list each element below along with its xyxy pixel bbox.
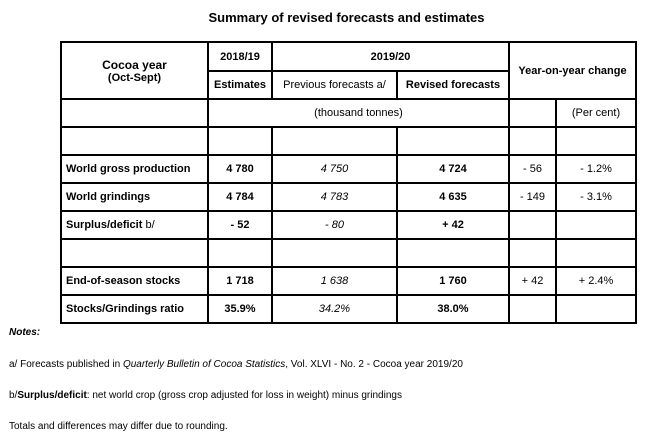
revised-forecast-value: 1 760 <box>396 266 510 296</box>
previous-forecast-value: 4 783 <box>271 182 398 212</box>
previous-forecast-value: 34.2% <box>271 294 398 324</box>
spacer-cell <box>207 126 273 156</box>
unit-tonnes-label: (thousand tonnes) <box>207 98 510 128</box>
previous-forecast-value: 1 638 <box>271 266 398 296</box>
previous-forecast-value: 4 750 <box>271 154 398 184</box>
year-1819-header: 2018/19 <box>207 41 273 72</box>
unit-percent-label: (Per cent) <box>555 98 637 128</box>
estimates-header: Estimates <box>207 70 273 100</box>
estimate-value: 4 784 <box>207 182 273 212</box>
table-row: Surplus/deficit b/ - 52 - 80 + 42 <box>60 210 637 240</box>
yoy-change-value: - 149 <box>508 182 557 212</box>
estimate-value: 4 780 <box>207 154 273 184</box>
spacer-cell <box>555 238 637 268</box>
estimate-value: - 52 <box>207 210 273 240</box>
spacer-cell <box>271 238 398 268</box>
unit-row-empty-2 <box>508 98 557 128</box>
table-title: Summary of revised forecasts and estimat… <box>208 10 485 25</box>
spacer-cell <box>555 126 637 156</box>
cocoa-year-label: Cocoa year <box>102 57 167 72</box>
previous-forecast-value: - 80 <box>271 210 398 240</box>
row-label: End-of-season stocks <box>60 266 209 296</box>
note-totals: Totals and differences may differ due to… <box>9 421 228 432</box>
spacer-cell <box>207 238 273 268</box>
note-a: a/ Forecasts published in Quarterly Bull… <box>9 359 463 370</box>
row-label-cell: Surplus/deficit b/ <box>60 210 209 240</box>
revised-forecast-value: 38.0% <box>396 294 510 324</box>
yoy-percent-value: - 1.2% <box>555 154 637 184</box>
row-label: World gross production <box>60 154 209 184</box>
spacer-cell <box>396 238 510 268</box>
spacer-cell <box>508 126 557 156</box>
yoy-percent-value: - 3.1% <box>555 182 637 212</box>
spacer-cell <box>60 238 209 268</box>
unit-row-empty <box>60 98 209 128</box>
cocoa-year-header: Cocoa year (Oct-Sept) <box>60 41 209 100</box>
yoy-change-value: - 56 <box>508 154 557 184</box>
note-a-publication: Quarterly Bulletin of Cocoa Statistics <box>122 359 286 370</box>
yoy-change-value <box>508 294 557 324</box>
row-label: Stocks/Grindings ratio <box>60 294 209 324</box>
note-a-suffix: , Vol. XLVI - No. 2 - Cocoa year 2019/20 <box>285 359 463 370</box>
revised-forecast-value: + 42 <box>396 210 510 240</box>
note-a-prefix: a/ Forecasts published in <box>9 359 123 370</box>
spacer-cell <box>508 238 557 268</box>
table-row: End-of-season stocks 1 718 1 638 1 760 +… <box>60 266 637 296</box>
yoy-percent-value <box>555 294 637 324</box>
yoy-header: Year-on-year change <box>508 41 637 100</box>
row-label-footnote: b/ <box>142 219 155 231</box>
spacer-cell <box>396 126 510 156</box>
summary-table: Cocoa year (Oct-Sept) 2018/19 2019/20 Ye… <box>60 41 637 324</box>
previous-forecasts-header: Previous forecasts a/ <box>271 70 398 100</box>
table-row: Stocks/Grindings ratio 35.9% 34.2% 38.0% <box>60 294 637 324</box>
spacer-cell <box>60 126 209 156</box>
row-label: World grindings <box>60 182 209 212</box>
oct-sept-label: (Oct-Sept) <box>107 71 162 84</box>
yoy-percent-value <box>555 210 637 240</box>
estimate-value: 1 718 <box>207 266 273 296</box>
table-row: World grindings 4 784 4 783 4 635 - 149 … <box>60 182 637 212</box>
row-label: Surplus/deficit <box>66 219 143 231</box>
year-1920-header: 2019/20 <box>271 41 510 72</box>
table-row: World gross production 4 780 4 750 4 724… <box>60 154 637 184</box>
note-b-prefix: b/ <box>9 390 18 401</box>
yoy-change-value <box>508 210 557 240</box>
note-b-term: Surplus/deficit <box>17 390 87 401</box>
note-b: b/Surplus/deficit: net world crop (gross… <box>9 390 402 401</box>
yoy-change-value: + 42 <box>508 266 557 296</box>
revised-forecast-value: 4 724 <box>396 154 510 184</box>
spacer-cell <box>271 126 398 156</box>
yoy-percent-value: + 2.4% <box>555 266 637 296</box>
notes-heading: Notes: <box>9 327 41 338</box>
estimate-value: 35.9% <box>207 294 273 324</box>
revised-forecast-value: 4 635 <box>396 182 510 212</box>
revised-forecasts-header: Revised forecasts <box>396 70 510 100</box>
note-b-suffix: : net world crop (gross crop adjusted fo… <box>86 390 402 401</box>
